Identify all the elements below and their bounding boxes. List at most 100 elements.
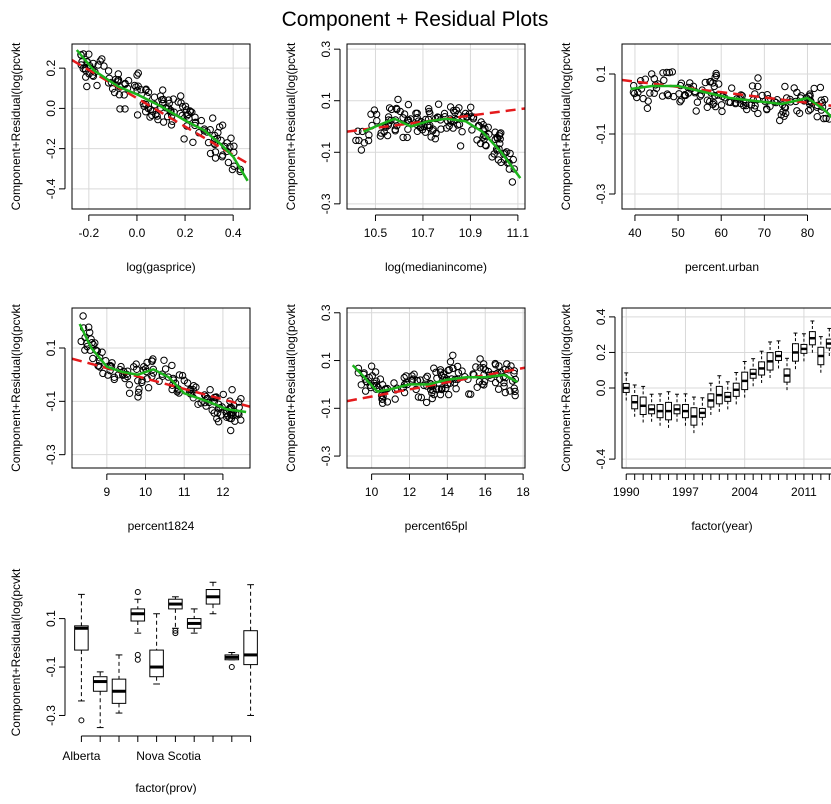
residual-point	[437, 125, 445, 133]
residual-point	[94, 61, 102, 69]
panel-2: 10.5 10.7 10.9 11.1 -0.3 -0.1 0.1 0.3 log(median…	[284, 40, 529, 274]
linear-fit-line	[347, 366, 525, 403]
box-outlier	[134, 656, 141, 663]
residual-point	[111, 75, 120, 84]
smoother-line	[78, 323, 247, 414]
residual-point	[391, 395, 399, 403]
residual-point	[754, 82, 762, 91]
residual-point	[108, 359, 116, 367]
residual-point	[675, 90, 683, 98]
residual-point	[425, 105, 433, 113]
residual-point	[180, 376, 189, 385]
residual-point	[132, 83, 140, 91]
residual-point	[446, 358, 455, 366]
panel-3: 40 50 60 70 80 -0.3 -0.1 0.1 percent.urban Compon…	[559, 42, 831, 274]
residual-point	[357, 146, 366, 154]
box	[92, 676, 108, 692]
y-tick-label: -0.3	[319, 193, 333, 214]
residual-point	[742, 101, 750, 110]
residual-point	[681, 91, 689, 99]
residual-point	[77, 337, 85, 346]
residual-point	[211, 148, 220, 156]
residual-point	[493, 135, 502, 143]
y-axis-title: Component+Residual(log(pcvkt	[9, 42, 23, 210]
residual-point	[161, 365, 170, 373]
residual-point	[159, 95, 168, 104]
y-tick-label: 0.2	[44, 59, 58, 76]
residual-point	[150, 93, 159, 101]
residual-point	[813, 113, 821, 121]
residual-point	[658, 92, 667, 100]
x-tick-label: 60	[715, 226, 729, 240]
residual-point	[144, 384, 153, 392]
residual-point	[663, 90, 671, 98]
residual-point	[211, 140, 219, 149]
residual-point	[216, 123, 224, 131]
residual-point	[214, 418, 223, 426]
residual-point	[692, 107, 700, 115]
y-tick-label: -0.4	[594, 448, 608, 469]
residual-point	[200, 391, 209, 399]
residual-point	[224, 158, 233, 167]
residual-point	[89, 354, 97, 363]
residual-point	[754, 109, 762, 118]
x-tick-label: 11	[178, 485, 191, 499]
residual-point	[168, 361, 176, 370]
residual-point	[160, 356, 168, 364]
residual-point	[365, 131, 373, 139]
residual-point	[422, 398, 431, 407]
x-axis-title: log(gasprice)	[126, 260, 195, 274]
residual-point	[445, 366, 453, 374]
residual-point	[93, 81, 101, 90]
plot-frame	[346, 307, 526, 469]
residual-point	[743, 105, 751, 114]
plot-frame	[71, 43, 251, 210]
plot-frame	[621, 307, 831, 469]
panel-1: -0.2 0.0 0.2 0.4 -0.4 -0.2 0.0 0.2 log(gasprice)…	[9, 42, 251, 274]
x-tick-label: 80	[801, 226, 815, 240]
x-tick-label: Alberta	[62, 749, 100, 763]
plot-area	[347, 95, 525, 186]
residual-point	[134, 69, 143, 77]
residual-point	[781, 104, 790, 112]
residual-point	[237, 395, 245, 403]
x-tick-label: 0.2	[177, 226, 194, 240]
y-tick-label: -0.1	[44, 656, 58, 677]
y-tick-label: -0.1	[319, 398, 333, 419]
y-axis-title: Component+Residual(log(pcvkt	[9, 568, 23, 736]
residual-point	[428, 394, 436, 403]
residual-point	[427, 133, 435, 141]
y-tick-label: 0.0	[594, 379, 608, 396]
box	[243, 630, 258, 666]
residual-point	[488, 153, 496, 161]
y-tick-label: -0.1	[594, 123, 608, 144]
residual-point	[821, 95, 829, 104]
residual-point	[400, 388, 409, 397]
residual-point	[418, 126, 427, 134]
residual-point	[465, 390, 473, 398]
x-tick-label: 10	[365, 485, 379, 499]
residual-point	[83, 57, 91, 66]
residual-point	[167, 121, 176, 129]
plot-area	[74, 581, 258, 729]
residual-point	[227, 426, 235, 435]
x-tick-label: 1990	[613, 485, 640, 499]
residual-point	[693, 98, 702, 106]
residual-point	[226, 143, 234, 151]
residual-point	[425, 107, 433, 116]
residual-point	[104, 67, 113, 75]
residual-point	[717, 101, 726, 109]
box-outlier	[78, 717, 85, 724]
residual-point	[476, 139, 485, 148]
residual-point	[496, 139, 504, 148]
smoother-line	[75, 49, 249, 182]
residual-point	[508, 178, 517, 186]
residual-point	[663, 68, 671, 77]
residual-point	[429, 125, 437, 133]
residual-point	[659, 69, 667, 77]
y-tick-label: -0.3	[44, 705, 58, 726]
plot-area	[72, 49, 250, 182]
residual-point	[495, 145, 503, 153]
residual-point	[125, 381, 134, 389]
x-tick-label: 12	[403, 485, 417, 499]
